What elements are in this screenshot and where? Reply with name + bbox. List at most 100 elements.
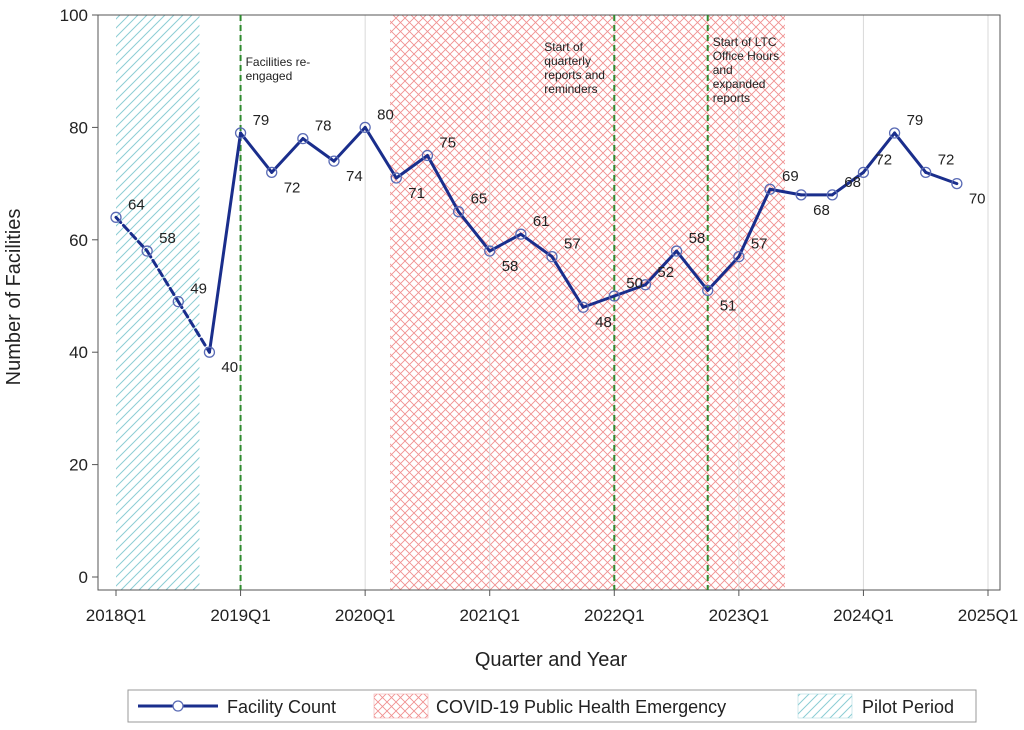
shaded-periods (116, 15, 785, 590)
legend-label-facility-count: Facility Count (227, 697, 336, 717)
data-point (421, 149, 434, 162)
legend-swatch-crosshatch (373, 693, 429, 719)
data-label: 71 (408, 185, 425, 202)
data-label: 79 (907, 112, 924, 129)
data-label: 57 (564, 236, 581, 253)
data-label: 48 (595, 314, 612, 331)
data-label: 68 (844, 174, 861, 191)
y-tick-label: 80 (69, 118, 88, 137)
data-label: 58 (502, 258, 519, 275)
series-segment (239, 131, 274, 174)
data-label: 79 (253, 112, 270, 129)
x-tick-label: 2025Q1 (958, 606, 1019, 625)
data-point (515, 228, 527, 240)
data-point (328, 155, 340, 167)
shaded-period-1 (390, 15, 785, 590)
gridlines (240, 15, 989, 590)
legend-swatch-marker (172, 700, 184, 712)
event-annotation-1: Start of quarterly reports and reminders (544, 40, 605, 96)
data-label: 57 (751, 236, 768, 253)
event-annotation-line: Office Hours (713, 49, 779, 63)
data-point (764, 183, 776, 195)
data-point (857, 166, 870, 179)
series-segment (861, 131, 897, 174)
series-segment (301, 137, 336, 163)
data-label: 51 (720, 297, 737, 314)
x-tick-label: 2020Q1 (335, 606, 396, 625)
event-annotation-line: Start of LTC (713, 35, 777, 49)
x-tick-label: 2024Q1 (833, 606, 894, 625)
data-point (359, 121, 371, 134)
data-point (670, 245, 683, 257)
legend: Facility Count COVID-19 Public Health Eme… (127, 689, 977, 723)
shaded-period-0 (116, 15, 200, 590)
data-label: 68 (813, 202, 830, 219)
legend-label-covid: COVID-19 Public Health Emergency (436, 697, 726, 717)
data-label: 65 (471, 191, 488, 208)
event-annotation-line: and (713, 63, 733, 77)
event-annotation-2: Start of LTC Office Hours and expanded repor… (713, 35, 779, 105)
x-tick-label: 2019Q1 (210, 606, 271, 625)
data-label: 70 (969, 191, 986, 208)
series-segment (332, 125, 367, 163)
data-label: 58 (689, 230, 706, 247)
data-label: 58 (159, 230, 176, 247)
data-point (733, 251, 745, 263)
series-segment (457, 210, 492, 253)
data-label: 75 (439, 135, 456, 152)
data-point (452, 206, 465, 218)
data-label: 69 (782, 168, 799, 185)
plot-frame (97, 14, 1001, 591)
event-annotation-line: expanded (713, 77, 766, 91)
y-axis-title: Number of Facilities (3, 209, 25, 386)
data-point (266, 166, 278, 179)
series-segment (114, 215, 149, 253)
series-segment (830, 170, 865, 197)
series-segment (643, 249, 679, 287)
series-segment (145, 249, 180, 304)
data-label: 52 (657, 264, 674, 281)
series-segment (488, 232, 523, 253)
plot-border (97, 14, 1001, 591)
series-segment (706, 255, 741, 292)
data-point (951, 177, 963, 190)
series-segment (550, 255, 585, 309)
data-labels: 64 58 49 40 79 72 78 74 80 71 75 65 58 61 57 48 50 52 58 51… (128, 106, 986, 376)
event-annotation-line: Start of (544, 40, 583, 54)
series-segment (270, 137, 305, 174)
data-label: 72 (875, 151, 892, 168)
data-label: 72 (938, 151, 955, 168)
data-point (390, 172, 402, 184)
data-label: 64 (128, 196, 145, 213)
data-point (484, 245, 496, 257)
series-segment (394, 154, 429, 180)
series-segment (363, 125, 398, 180)
data-label: 72 (284, 179, 301, 196)
y-tick-label: 40 (69, 343, 88, 362)
series-segment (425, 154, 461, 214)
series-segment (737, 187, 772, 259)
data-point (297, 132, 309, 145)
data-label: 40 (221, 359, 238, 376)
data-point (546, 251, 558, 263)
data-point (172, 295, 184, 308)
data-point (234, 127, 247, 139)
event-annotation-line: reminders (544, 82, 597, 96)
y-tick-label: 100 (60, 6, 88, 25)
data-point (920, 166, 932, 179)
axes: 0 20 40 60 80 100 2018Q1 2019Q1 2020Q1 2021Q1 2022… (60, 6, 1019, 625)
data-label: 74 (346, 168, 363, 185)
series-segment (207, 131, 243, 354)
data-point (577, 301, 589, 313)
y-tick-label: 0 (79, 568, 88, 587)
data-point (888, 127, 901, 139)
data-label: 50 (626, 275, 643, 292)
series-facility-count (110, 121, 963, 358)
data-point (795, 189, 807, 201)
data-label: 78 (315, 118, 332, 135)
event-annotation-line: reports (713, 91, 750, 105)
y-tick-label: 60 (69, 231, 88, 250)
legend-swatch-diagonal (797, 693, 853, 719)
